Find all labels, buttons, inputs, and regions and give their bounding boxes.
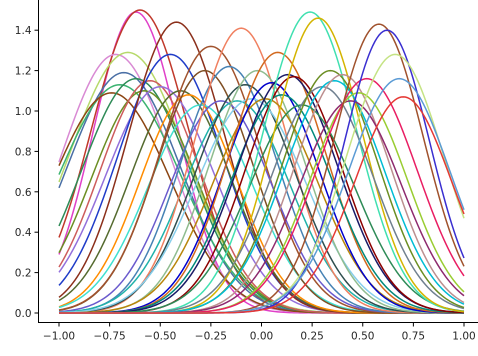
y-tick-label: 1.4 [15, 25, 32, 37]
axes [38, 0, 478, 323]
y-ticks: 0.0 0.2 0.4 0.6 0.8 1.0 1.2 1.4 [15, 25, 39, 320]
x-tick-label: −0.75 [94, 331, 126, 343]
x-ticks: −1.00 −0.75 −0.50 −0.25 0.00 0.25 0.50 0.75 1.00 [43, 322, 476, 343]
series-line-46 [59, 96, 465, 314]
series-line-5 [58, 71, 464, 314]
x-tick-label: 0.00 [250, 331, 273, 343]
y-tick-label: 0.4 [15, 227, 32, 239]
y-tick-label: 1.0 [15, 106, 32, 118]
x-tick-label: 0.25 [300, 331, 323, 343]
y-tick-label: 0.8 [15, 146, 32, 158]
series-line-24 [58, 98, 465, 314]
x-tick-label: −0.25 [195, 331, 227, 343]
x-tick-label: −1.00 [43, 331, 75, 343]
x-tick-label: 0.50 [351, 331, 374, 343]
data-curves [58, 9, 465, 314]
x-tick-label: 1.00 [452, 331, 475, 343]
x-tick-label: −0.50 [144, 331, 176, 343]
series-line-23 [58, 83, 464, 314]
y-tick-label: 1.2 [15, 66, 32, 78]
y-tick-label: 0.6 [15, 187, 32, 199]
series-line-26 [58, 98, 465, 314]
series-line-17 [58, 69, 464, 314]
y-tick-label: 0.0 [15, 308, 32, 320]
y-tick-label: 0.2 [15, 268, 32, 280]
x-tick-label: 0.75 [402, 331, 425, 343]
